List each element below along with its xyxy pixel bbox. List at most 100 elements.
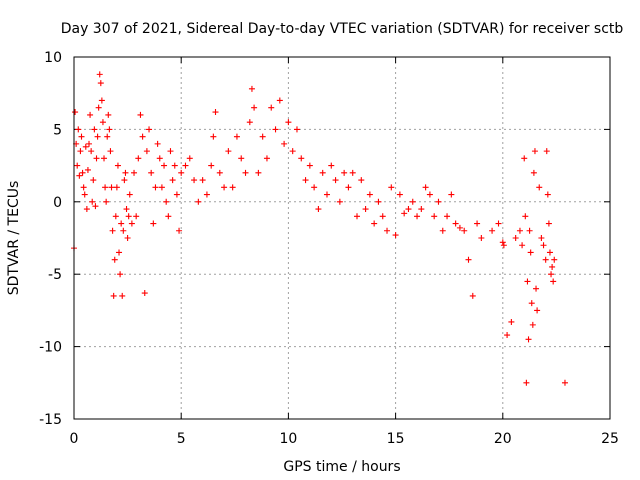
data-point xyxy=(173,191,180,198)
data-point xyxy=(90,177,97,184)
data-point xyxy=(392,232,399,239)
data-point xyxy=(409,198,416,205)
data-point xyxy=(268,104,275,111)
data-point xyxy=(203,191,210,198)
data-point xyxy=(531,148,538,155)
data-point xyxy=(92,203,99,210)
data-point xyxy=(78,133,85,140)
data-point xyxy=(84,166,91,173)
data-point xyxy=(349,169,356,176)
y-tick-label: 10 xyxy=(44,50,62,66)
data-point xyxy=(530,169,537,176)
data-point xyxy=(540,242,547,249)
data-point xyxy=(114,162,121,169)
data-point xyxy=(101,155,108,162)
data-point xyxy=(255,169,262,176)
data-point xyxy=(104,133,111,140)
data-point xyxy=(225,148,232,155)
data-point xyxy=(221,184,228,191)
data-point xyxy=(139,133,146,140)
plot-frame xyxy=(73,56,611,420)
data-point xyxy=(276,97,283,104)
data-point xyxy=(116,249,123,256)
data-point xyxy=(248,85,255,92)
data-point xyxy=(242,169,249,176)
data-point xyxy=(81,191,88,198)
data-point xyxy=(533,285,540,292)
data-point xyxy=(524,278,531,285)
data-point xyxy=(163,198,170,205)
data-point xyxy=(302,177,309,184)
data-point xyxy=(396,191,403,198)
data-point xyxy=(238,155,245,162)
y-tick-label: 5 xyxy=(53,122,62,138)
y-tick-label: -15 xyxy=(39,412,62,428)
data-point xyxy=(259,133,266,140)
data-point xyxy=(522,213,529,220)
data-point xyxy=(358,177,365,184)
data-point xyxy=(465,256,472,263)
data-point xyxy=(89,198,96,205)
data-point xyxy=(122,169,129,176)
data-point xyxy=(448,191,455,198)
data-point xyxy=(208,162,215,169)
y-tick-label: -5 xyxy=(48,267,62,283)
data-point xyxy=(345,184,352,191)
data-point xyxy=(108,184,115,191)
data-point xyxy=(538,235,545,241)
data-point xyxy=(233,133,240,140)
data-point xyxy=(96,71,103,78)
data-point xyxy=(148,169,155,176)
data-point xyxy=(336,198,343,205)
data-point xyxy=(263,155,270,162)
data-point xyxy=(110,292,117,299)
data-point xyxy=(103,198,110,205)
data-point xyxy=(195,198,202,205)
data-point xyxy=(102,184,109,191)
data-point xyxy=(319,169,326,176)
data-point xyxy=(366,191,373,198)
data-point xyxy=(341,169,348,176)
data-point xyxy=(167,148,174,155)
data-point xyxy=(178,169,185,176)
data-point xyxy=(191,177,198,184)
data-point xyxy=(133,213,140,220)
data-point xyxy=(169,177,176,184)
data-point xyxy=(528,300,535,307)
data-point xyxy=(126,191,133,198)
data-point xyxy=(362,206,369,213)
y-tick-label: 0 xyxy=(53,195,62,211)
data-point xyxy=(121,177,128,184)
data-point xyxy=(212,109,219,116)
data-point xyxy=(375,198,382,205)
data-point xyxy=(82,143,89,150)
data-point xyxy=(113,184,120,191)
data-point xyxy=(80,184,87,191)
data-point xyxy=(216,169,223,176)
data-point xyxy=(95,104,102,111)
data-point xyxy=(87,111,94,118)
data-point xyxy=(137,111,144,118)
data-point xyxy=(516,227,523,234)
data-point xyxy=(74,162,81,169)
data-point xyxy=(186,155,193,162)
data-point xyxy=(500,242,507,249)
data-point xyxy=(229,184,236,191)
data-point xyxy=(91,126,98,133)
data-point xyxy=(495,220,502,227)
data-point xyxy=(199,177,206,184)
data-point xyxy=(182,162,189,169)
data-point xyxy=(546,249,553,256)
data-point xyxy=(98,97,105,104)
data-point xyxy=(306,162,313,169)
data-point xyxy=(77,148,84,155)
data-point xyxy=(125,213,132,220)
data-point xyxy=(298,155,305,162)
data-point xyxy=(97,80,104,87)
data-point xyxy=(112,213,119,220)
data-point xyxy=(161,162,168,169)
data-point xyxy=(444,213,451,220)
data-point xyxy=(123,206,130,213)
